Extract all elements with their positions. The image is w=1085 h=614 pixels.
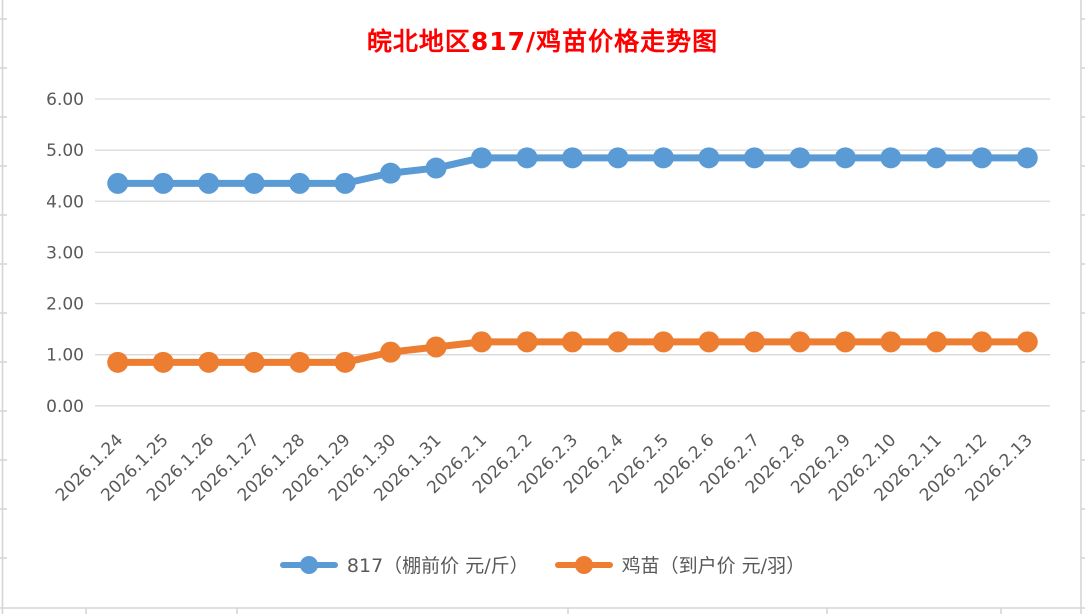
series-1-point-2026.2.13: [1016, 331, 1038, 353]
y-tick-label-6.00: 6.00: [46, 90, 84, 110]
series-0-point-2026.1.29: [334, 172, 356, 194]
series-1-point-2026.2.11: [925, 331, 947, 353]
series-1-point-2026.2.9: [834, 331, 856, 353]
series-1-point-2026.1.24: [107, 351, 129, 373]
series-1-point-2026.1.25: [152, 351, 174, 373]
series-1-point-2026.1.29: [334, 351, 356, 373]
series-0-point-2026.2.1: [471, 147, 493, 169]
series-1-point-2026.2.2: [516, 331, 538, 353]
legend-line-marker-jimiao: [554, 555, 613, 575]
legend: 817（棚前价 元/斤） 鸡苗（到户价 元/羽）: [0, 551, 1085, 578]
series-0-point-2026.2.3: [562, 147, 583, 169]
legend-item-817: 817（棚前价 元/斤）: [279, 551, 529, 578]
series-0-point-2026.2.11: [925, 147, 947, 169]
series-1-point-2026.2.8: [789, 331, 811, 353]
y-tick-label-0.00: 0.00: [46, 397, 84, 417]
series-0-point-2026.2.2: [516, 147, 538, 169]
series-0-point-2026.1.26: [198, 172, 220, 194]
series-0-point-2026.2.5: [652, 147, 674, 169]
series-1-point-2026.1.30: [380, 341, 402, 363]
series-1-point-2026.1.26: [198, 351, 220, 373]
series-0-point-2026.2.13: [1016, 147, 1038, 169]
series-0-point-2026.2.9: [834, 147, 856, 169]
legend-line-marker-817: [279, 555, 338, 575]
series-0-point-2026.2.8: [789, 147, 811, 169]
legend-item-jimiao: 鸡苗（到户价 元/羽）: [554, 551, 806, 578]
series-1-point-2026.2.10: [880, 331, 902, 353]
series-0-point-2026.1.30: [380, 162, 402, 184]
chart-title: 皖北地区817/鸡苗价格走势图: [366, 27, 719, 56]
series-1-point-2026.2.12: [971, 331, 993, 353]
series-0-point-2026.1.31: [425, 157, 447, 179]
series-0-point-2026.1.24: [107, 172, 129, 194]
series-1-point-2026.2.4: [607, 331, 629, 353]
series-1-point-2026.2.6: [698, 331, 720, 353]
series-1-point-2026.2.5: [652, 331, 674, 353]
series-0-point-2026.2.7: [743, 147, 765, 169]
legend-label-jimiao: 鸡苗（到户价 元/羽）: [621, 555, 806, 577]
series-1-point-2026.1.27: [243, 351, 265, 373]
series-1-point-2026.2.1: [471, 331, 493, 353]
series-1-point-2026.2.7: [743, 331, 765, 353]
series-0-point-2026.2.4: [607, 147, 629, 169]
series-0-point-2026.2.12: [971, 147, 993, 169]
series-0-point-2026.1.27: [243, 172, 265, 194]
y-tick-label-4.00: 4.00: [46, 192, 84, 212]
series-1-point-2026.2.3: [562, 331, 583, 353]
series-1-point-2026.1.28: [289, 351, 311, 373]
series-1-point-2026.1.31: [425, 336, 447, 358]
y-tick-label-2.00: 2.00: [46, 295, 84, 315]
series-0-point-2026.1.25: [152, 172, 174, 194]
y-tick-label-3.00: 3.00: [46, 243, 84, 263]
legend-label-817: 817（棚前价 元/斤）: [346, 555, 529, 577]
series-0-point-2026.2.6: [698, 147, 720, 169]
series-0-point-2026.2.10: [880, 147, 902, 169]
y-tick-label-1.00: 1.00: [46, 346, 84, 366]
y-tick-label-5.00: 5.00: [46, 141, 84, 161]
series-0-point-2026.1.28: [289, 172, 311, 194]
